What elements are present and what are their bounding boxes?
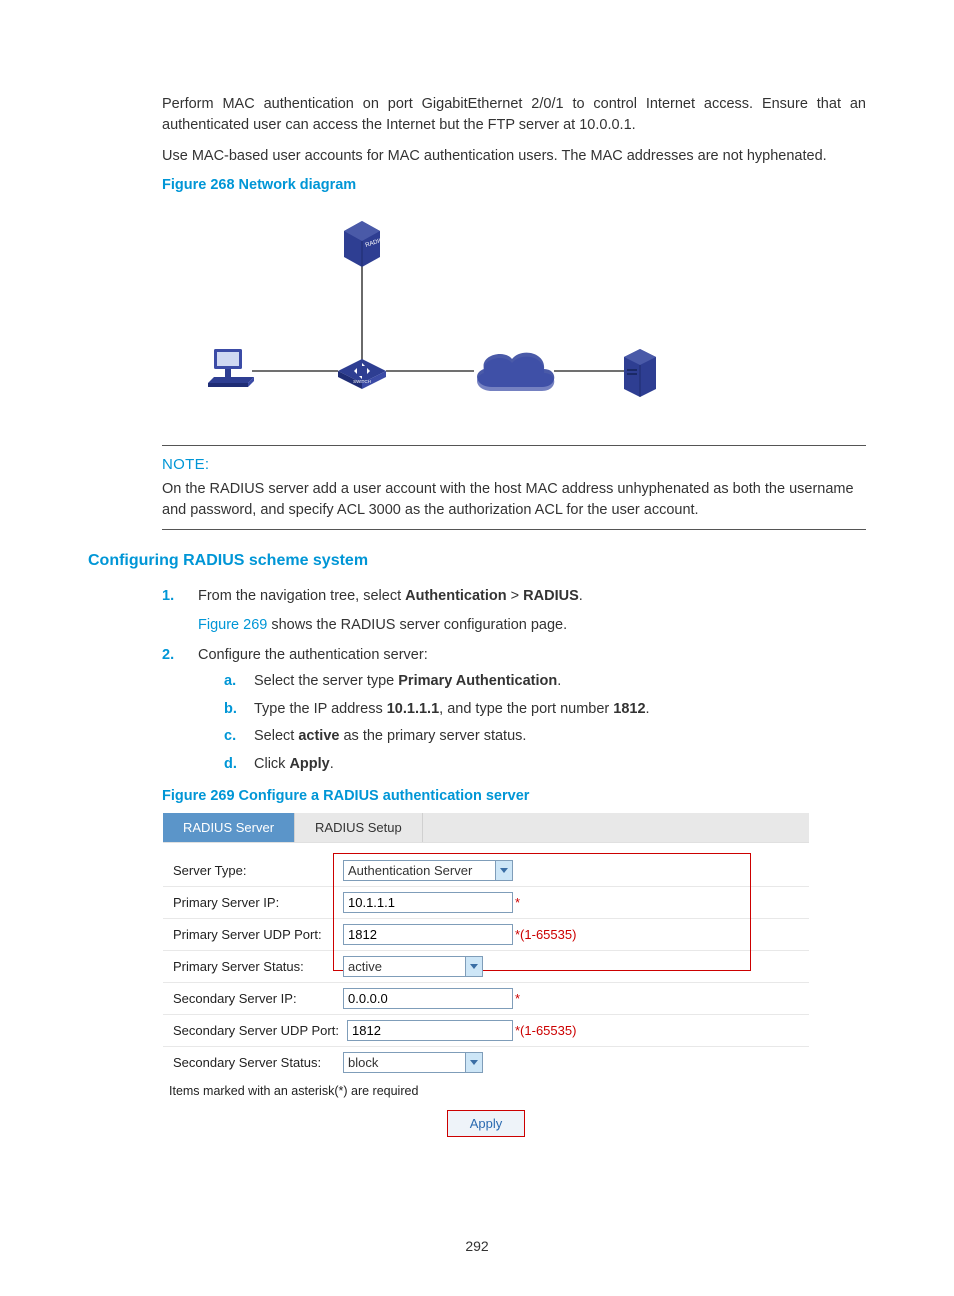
required-asterisk: * (515, 895, 520, 910)
primary-status-select[interactable]: active (343, 956, 483, 977)
secondary-status-select[interactable]: block (343, 1052, 483, 1073)
intro-para-1: Perform MAC authentication on port Gigab… (162, 94, 866, 136)
secondary-ip-input[interactable] (343, 988, 513, 1009)
secondary-port-label: Secondary Server UDP Port: (173, 1023, 347, 1038)
radius-config-panel: RADIUS Server RADIUS Setup Server Type: … (162, 812, 810, 1138)
required-note: Items marked with an asterisk(*) are req… (169, 1084, 809, 1098)
secondary-port-input[interactable] (347, 1020, 513, 1041)
substep-a: a. Select the server type Primary Authen… (224, 668, 866, 696)
apply-button[interactable]: Apply (447, 1110, 526, 1137)
step-1-text: From the navigation tree, select Authent… (198, 588, 583, 604)
primary-port-input[interactable] (343, 924, 513, 945)
server-type-label: Server Type: (173, 863, 343, 878)
primary-port-label: Primary Server UDP Port: (173, 927, 343, 942)
figure-269-caption: Figure 269 Configure a RADIUS authentica… (162, 788, 866, 804)
secondary-port-hint: *(1-65535) (515, 1023, 576, 1038)
step-2-num: 2. (162, 643, 174, 668)
step-1-num: 1. (162, 584, 174, 609)
primary-status-label: Primary Server Status: (173, 959, 343, 974)
secondary-ip-label: Secondary Server IP: (173, 991, 343, 1006)
figure-269-link[interactable]: Figure 269 (198, 617, 267, 633)
substep-b: b. Type the IP address 10.1.1.1, and typ… (224, 696, 866, 724)
chevron-down-icon (465, 957, 482, 976)
primary-ip-label: Primary Server IP: (173, 895, 343, 910)
note-block: NOTE: On the RADIUS server add a user ac… (162, 445, 866, 530)
page-number: 292 (0, 1238, 954, 1254)
section-heading: Configuring RADIUS scheme system (88, 552, 866, 570)
required-asterisk: * (515, 991, 520, 1006)
chevron-down-icon (495, 861, 512, 880)
step-1: 1. From the navigation tree, select Auth… (162, 584, 866, 637)
secondary-status-label: Secondary Server Status: (173, 1055, 343, 1070)
primary-ip-input[interactable] (343, 892, 513, 913)
network-diagram: RADIUS SWITCH (162, 201, 866, 431)
substep-d: d. Click Apply. (224, 751, 866, 779)
server-type-select[interactable]: Authentication Server (343, 860, 513, 881)
tab-radius-setup[interactable]: RADIUS Setup (295, 813, 423, 842)
figure-268-caption: Figure 268 Network diagram (162, 177, 866, 193)
tab-bar: RADIUS Server RADIUS Setup (163, 813, 809, 843)
svg-text:SWITCH: SWITCH (353, 379, 371, 384)
tab-radius-server[interactable]: RADIUS Server (163, 813, 295, 842)
chevron-down-icon (465, 1053, 482, 1072)
step-2: 2. Configure the authentication server: … (162, 643, 866, 778)
note-text: On the RADIUS server add a user account … (162, 479, 866, 521)
substep-c: c. Select active as the primary server s… (224, 723, 866, 751)
intro-para-2: Use MAC-based user accounts for MAC auth… (162, 146, 866, 167)
note-label: NOTE: (162, 456, 866, 473)
primary-port-hint: *(1-65535) (515, 927, 576, 942)
